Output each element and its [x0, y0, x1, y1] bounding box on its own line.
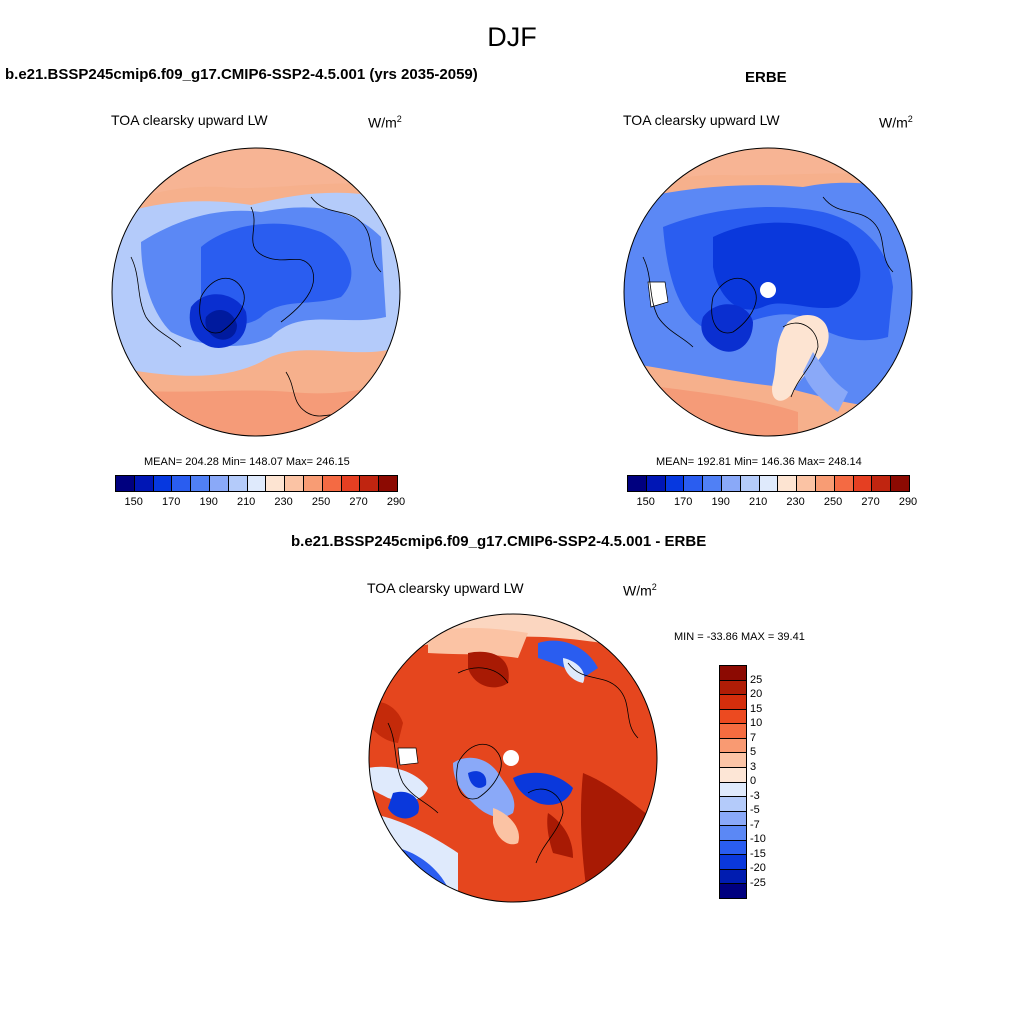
panel-1-title: b.e21.BSSP245cmip6.f09_g17.CMIP6-SSP2-4.… — [5, 66, 478, 83]
colorbar-swatch — [720, 738, 746, 754]
colorbar-swatch — [720, 884, 746, 898]
colorbar-tick-label: 290 — [386, 496, 406, 508]
colorbar-swatch — [116, 476, 135, 491]
colorbar-tick-label: 230 — [274, 496, 293, 508]
colorbar-swatch — [153, 476, 173, 491]
colorbar-swatch — [721, 476, 741, 491]
colorbar-swatch — [759, 476, 779, 491]
panel-1-stats: MEAN= 204.28 Min= 148.07 Max= 246.15 — [144, 456, 350, 468]
panel-3-title: b.e21.BSSP245cmip6.f09_g17.CMIP6-SSP2-4.… — [291, 533, 707, 550]
colorbar-swatch — [191, 476, 210, 491]
colorbar-tick-label: 10 — [750, 717, 763, 729]
colorbar-tick-label: 5 — [750, 746, 757, 758]
figure-title: DJF — [487, 22, 537, 52]
colorbar-swatch — [720, 695, 746, 710]
colorbar-tick-label: 190 — [199, 496, 218, 508]
colorbar-swatch — [684, 476, 704, 491]
colorbar-tick-label: 270 — [861, 496, 880, 508]
colorbar-swatch — [341, 476, 361, 491]
panel-1-polar-map — [111, 147, 401, 437]
colorbar-swatch — [720, 782, 746, 798]
colorbar-swatch — [266, 476, 286, 491]
colorbar-tick-label: 20 — [750, 688, 763, 700]
colorbar-swatch — [815, 476, 835, 491]
colorbar-swatch — [172, 476, 192, 491]
colorbar-swatch — [134, 476, 154, 491]
colorbar-tick-label: 270 — [349, 496, 368, 508]
colorbar-tick-label: 170 — [674, 496, 693, 508]
panel-1-variable: TOA clearsky upward LW — [111, 112, 268, 128]
colorbar-swatch — [720, 840, 746, 856]
colorbar-tick-label: 25 — [750, 673, 763, 686]
colorbar-tick-label: 210 — [236, 496, 256, 508]
colorbar-tick-label: -3 — [750, 789, 760, 802]
colorbar-swatch — [720, 811, 746, 827]
colorbar-swatch — [285, 476, 304, 491]
panel-3-stats: MIN = -33.86 MAX = 39.41 — [674, 631, 805, 643]
colorbar-swatch — [778, 476, 798, 491]
colorbar-swatch — [322, 476, 342, 491]
colorbar-tick-label: -5 — [750, 804, 760, 816]
colorbar-tick-label: 7 — [750, 731, 757, 744]
colorbar-tick-label: 15 — [750, 702, 763, 715]
panel-2-title: ERBE — [745, 69, 787, 86]
panel-2-polar-map — [623, 147, 913, 437]
colorbar-swatch — [720, 797, 746, 812]
colorbar-tick-label: -20 — [750, 862, 766, 874]
colorbar-swatch — [720, 767, 746, 783]
colorbar-swatch — [303, 476, 323, 491]
colorbar-swatch — [665, 476, 685, 491]
colorbar-swatch — [720, 753, 746, 768]
colorbar-swatch — [891, 476, 909, 491]
panel-2-colorbar-ticks: 150 170 190 210 230 250 270 290 — [627, 496, 918, 510]
colorbar-swatch — [209, 476, 229, 491]
colorbar-tick-label: -25 — [750, 876, 766, 889]
colorbar-swatch — [797, 476, 816, 491]
colorbar-swatch — [646, 476, 666, 491]
colorbar-tick-label: -7 — [750, 818, 760, 831]
colorbar-tick-label: -10 — [750, 833, 766, 845]
panel-3-units: W/m2 — [623, 582, 657, 599]
panel-3-variable: TOA clearsky upward LW — [367, 580, 524, 596]
colorbar-swatch — [834, 476, 854, 491]
colorbar-swatch — [720, 709, 746, 725]
colorbar-tick-label: 190 — [711, 496, 730, 508]
panel-3-polar-map — [368, 613, 658, 903]
panel-1-colorbar-ticks: 150 170 190 210 230 250 270 290 — [115, 496, 406, 510]
colorbar-swatch — [228, 476, 248, 491]
colorbar-swatch — [379, 476, 397, 491]
panel-2-colorbar — [627, 475, 910, 492]
colorbar-swatch — [872, 476, 892, 491]
panel-3-colorbar-ticks: 25 20 15 10 7 5 3 0 -3 -5 -7 -10 -15 -20 -25 — [750, 665, 790, 897]
colorbar-swatch — [360, 476, 380, 491]
colorbar-tick-label: 230 — [786, 496, 805, 508]
colorbar-swatch — [703, 476, 722, 491]
colorbar-tick-label: 250 — [311, 496, 331, 508]
colorbar-swatch — [720, 666, 746, 681]
colorbar-swatch — [720, 680, 746, 696]
colorbar-swatch — [720, 826, 746, 841]
colorbar-swatch — [720, 724, 746, 739]
colorbar-tick-label: 150 — [636, 496, 655, 508]
panel-2-variable: TOA clearsky upward LW — [623, 112, 780, 128]
colorbar-swatch — [853, 476, 873, 491]
panel-2-stats: MEAN= 192.81 Min= 146.36 Max= 248.14 — [656, 456, 862, 468]
colorbar-tick-label: 150 — [124, 496, 143, 508]
colorbar-tick-label: 3 — [750, 760, 757, 773]
colorbar-swatch — [720, 855, 746, 870]
panel-1-colorbar — [115, 475, 398, 492]
panel-2-units: W/m2 — [879, 114, 913, 131]
colorbar-swatch — [628, 476, 647, 491]
panel-3-colorbar — [719, 665, 747, 899]
colorbar-tick-label: 0 — [750, 775, 757, 787]
colorbar-tick-label: 250 — [823, 496, 843, 508]
colorbar-swatch — [740, 476, 760, 491]
colorbar-swatch — [720, 869, 746, 885]
colorbar-tick-label: 290 — [898, 496, 918, 508]
colorbar-tick-label: 210 — [748, 496, 768, 508]
colorbar-tick-label: 170 — [162, 496, 181, 508]
panel-1-units: W/m2 — [368, 114, 402, 131]
colorbar-swatch — [247, 476, 267, 491]
colorbar-tick-label: -15 — [750, 847, 766, 860]
